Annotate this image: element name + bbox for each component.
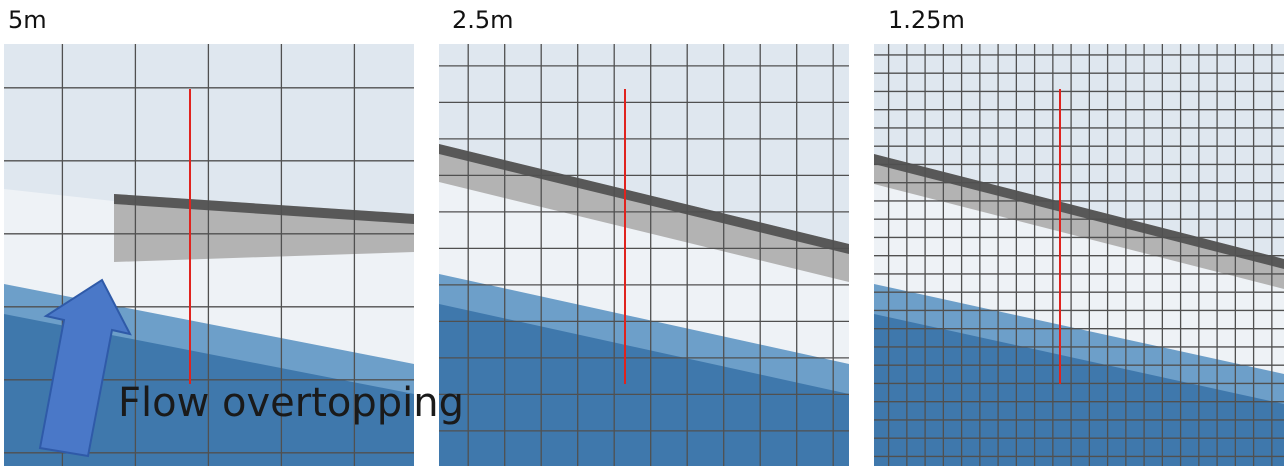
grid-map-2.5m [439,44,849,466]
panel-2.5m [439,44,849,466]
water-deep-region [874,314,1284,466]
flow-arrow-icon [38,278,132,458]
panel-label-2.5m: 2.5m [452,6,514,34]
flow-arrow-shape [38,278,132,458]
panel-label-1.25m: 1.25m [888,6,965,34]
flow-overtopping-label: Flow overtopping [118,380,465,426]
panel-label-5m: 5m [8,6,47,34]
panel-1.25m [874,44,1284,466]
grid-map-1.25m [874,44,1284,466]
